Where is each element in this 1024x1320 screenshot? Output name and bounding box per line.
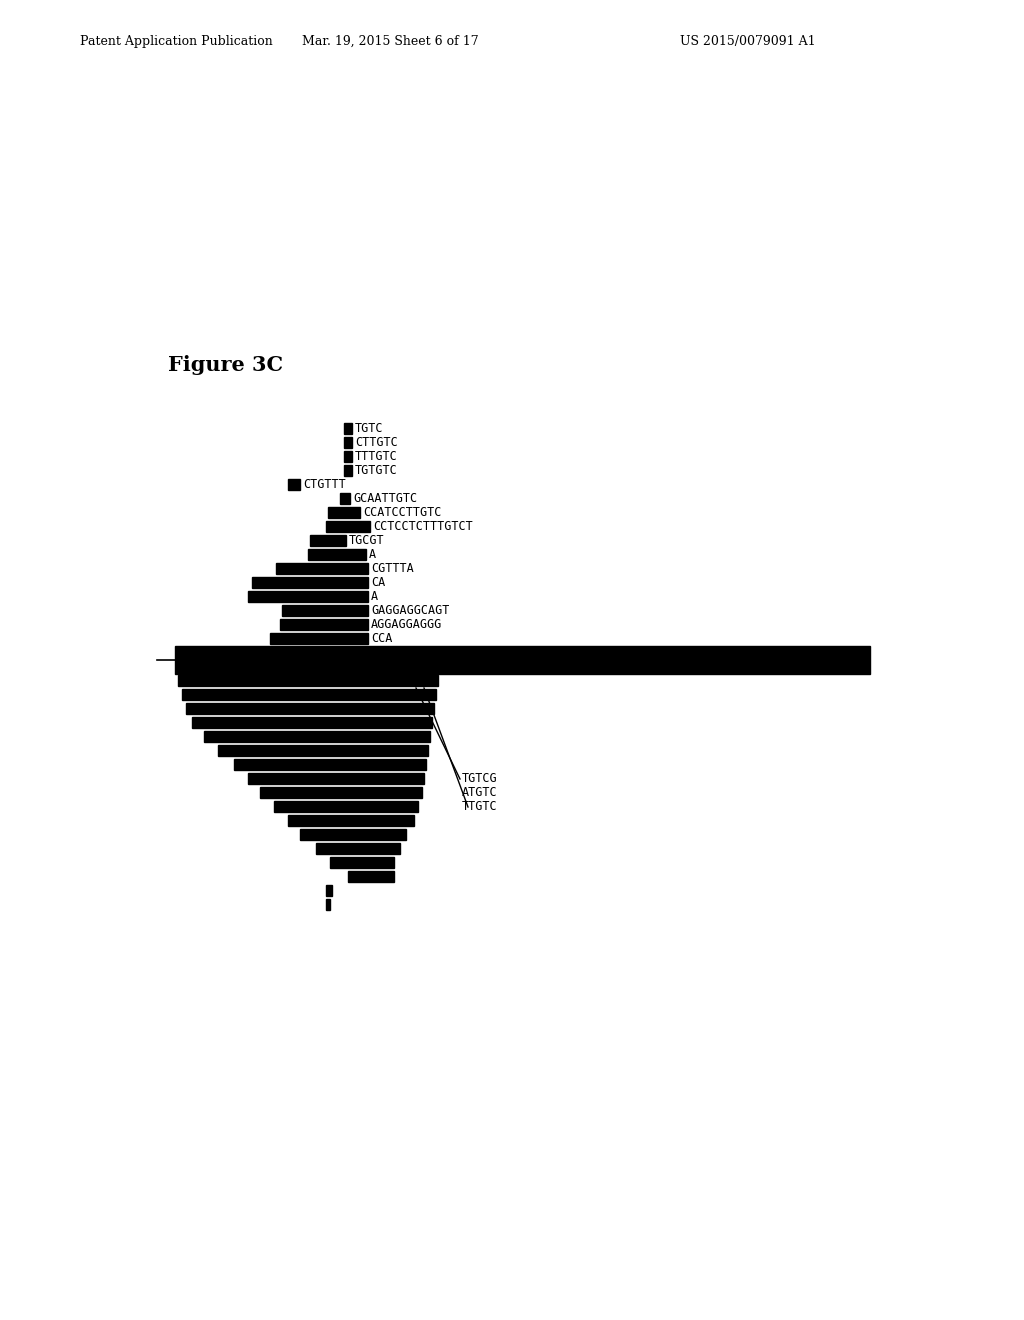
Text: CCA: CCA bbox=[371, 632, 392, 645]
Text: GAGGAGGCAGT: GAGGAGGCAGT bbox=[371, 605, 450, 618]
Text: ATGTC: ATGTC bbox=[462, 787, 498, 800]
Bar bbox=[260, 787, 422, 799]
Bar bbox=[270, 634, 368, 644]
Text: GCAATTGTC: GCAATTGTC bbox=[353, 492, 417, 506]
Bar bbox=[280, 619, 368, 630]
Bar bbox=[348, 871, 394, 882]
Bar bbox=[326, 899, 330, 909]
Bar bbox=[218, 744, 428, 756]
Text: TGTC: TGTC bbox=[355, 422, 384, 436]
Text: CCATCCTTGTC: CCATCCTTGTC bbox=[362, 507, 441, 520]
Bar bbox=[288, 814, 414, 826]
Bar bbox=[344, 437, 352, 447]
Bar bbox=[330, 857, 394, 869]
Text: A: A bbox=[369, 549, 376, 561]
Bar bbox=[340, 492, 350, 504]
Bar bbox=[276, 564, 368, 574]
Bar bbox=[248, 774, 424, 784]
Bar bbox=[204, 731, 430, 742]
Bar bbox=[316, 843, 400, 854]
Text: TGTGTC: TGTGTC bbox=[355, 465, 397, 478]
Bar bbox=[193, 717, 432, 729]
Bar bbox=[175, 645, 870, 675]
Text: CCTCCTCTTTGTCT: CCTCCTCTTTGTCT bbox=[373, 520, 473, 533]
Text: CA: CA bbox=[371, 577, 385, 590]
Bar bbox=[234, 759, 426, 770]
Text: Mar. 19, 2015 Sheet 6 of 17: Mar. 19, 2015 Sheet 6 of 17 bbox=[302, 36, 478, 48]
Bar bbox=[282, 605, 368, 616]
Bar bbox=[274, 801, 418, 812]
Bar bbox=[248, 591, 368, 602]
Text: US 2015/0079091 A1: US 2015/0079091 A1 bbox=[680, 36, 816, 48]
Bar bbox=[344, 465, 352, 477]
Text: CGTTTA: CGTTTA bbox=[371, 562, 414, 576]
Text: A: A bbox=[371, 590, 378, 603]
Bar bbox=[182, 689, 436, 700]
Bar bbox=[344, 422, 352, 434]
Text: TGTCG: TGTCG bbox=[462, 772, 498, 785]
Bar bbox=[252, 577, 368, 587]
Text: TTGTC: TTGTC bbox=[462, 800, 498, 813]
Text: CTGTTT: CTGTTT bbox=[303, 479, 346, 491]
Text: AGGAGGAGGG: AGGAGGAGGG bbox=[371, 619, 442, 631]
Text: CTTGTC: CTTGTC bbox=[355, 437, 397, 450]
Text: Figure 3C: Figure 3C bbox=[168, 355, 283, 375]
Bar bbox=[186, 704, 434, 714]
Bar bbox=[310, 535, 346, 546]
Bar bbox=[300, 829, 406, 840]
Text: Patent Application Publication: Patent Application Publication bbox=[80, 36, 272, 48]
Bar bbox=[328, 507, 360, 517]
Bar bbox=[178, 675, 438, 686]
Text: TTTGTC: TTTGTC bbox=[355, 450, 397, 463]
Bar bbox=[308, 549, 366, 560]
Bar bbox=[288, 479, 300, 490]
Text: TGCGT: TGCGT bbox=[349, 535, 385, 548]
Bar bbox=[326, 521, 370, 532]
Bar bbox=[344, 451, 352, 462]
Bar bbox=[326, 884, 332, 896]
